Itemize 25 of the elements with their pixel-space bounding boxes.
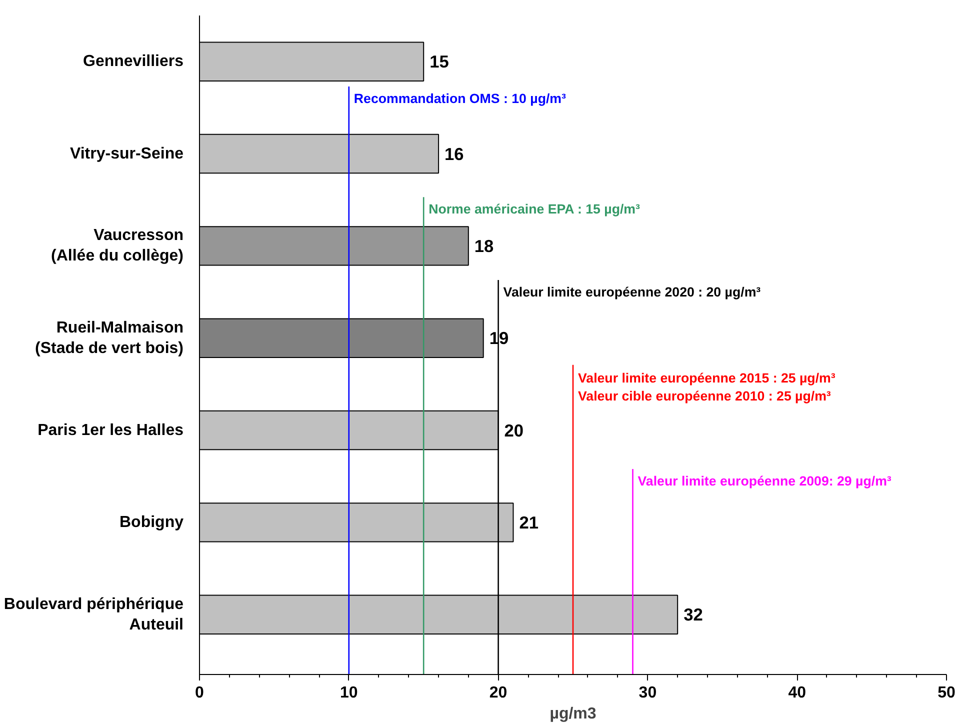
- y-tick-label: Vitry-sur-Seine: [70, 145, 184, 162]
- y-tick-label: Boulevard périphérique Auteuil: [4, 596, 184, 634]
- y-tick-label: Bobigny: [120, 514, 184, 531]
- data-label: 21: [519, 512, 539, 532]
- data-label: 32: [684, 604, 703, 625]
- x-tick-label: 20: [489, 684, 508, 702]
- y-tick-label: Rueil-Malmaison (Stade de vert bois): [35, 319, 184, 357]
- data-label: 20: [504, 420, 524, 440]
- x-axis-title: µg/m3: [550, 706, 596, 722]
- ref-line-label: Valeur limite européenne 2020 : 20 µg/m³: [503, 284, 762, 300]
- y-tick-label: Paris 1er les Halles: [38, 422, 184, 439]
- ref-line-label: Valeur limite européenne 2009: 29 µg/m³: [638, 473, 892, 488]
- x-tick-label: 40: [788, 684, 806, 702]
- y-tick-label: Gennevilliers: [83, 53, 184, 70]
- ref-line-label: Recommandation OMS : 10 µg/m³: [354, 90, 567, 106]
- data-label: 15: [430, 52, 450, 72]
- data-label: 16: [444, 144, 464, 164]
- x-tick-label: 0: [195, 684, 204, 702]
- ref-line-label: Valeur limite européenne 2015 : 25 µg/m³ Valeur cible européenne 2010 : 25 µg/m³: [578, 370, 836, 404]
- data-label: 18: [474, 236, 494, 256]
- x-tick-label: 30: [638, 684, 657, 702]
- ref-line-label: Norme américaine EPA : 15 µg/m³: [428, 202, 641, 217]
- x-tick-label: 10: [340, 684, 358, 702]
- y-tick-label: Vaucresson (Allée du collège): [51, 227, 184, 265]
- x-tick-label: 50: [938, 684, 956, 702]
